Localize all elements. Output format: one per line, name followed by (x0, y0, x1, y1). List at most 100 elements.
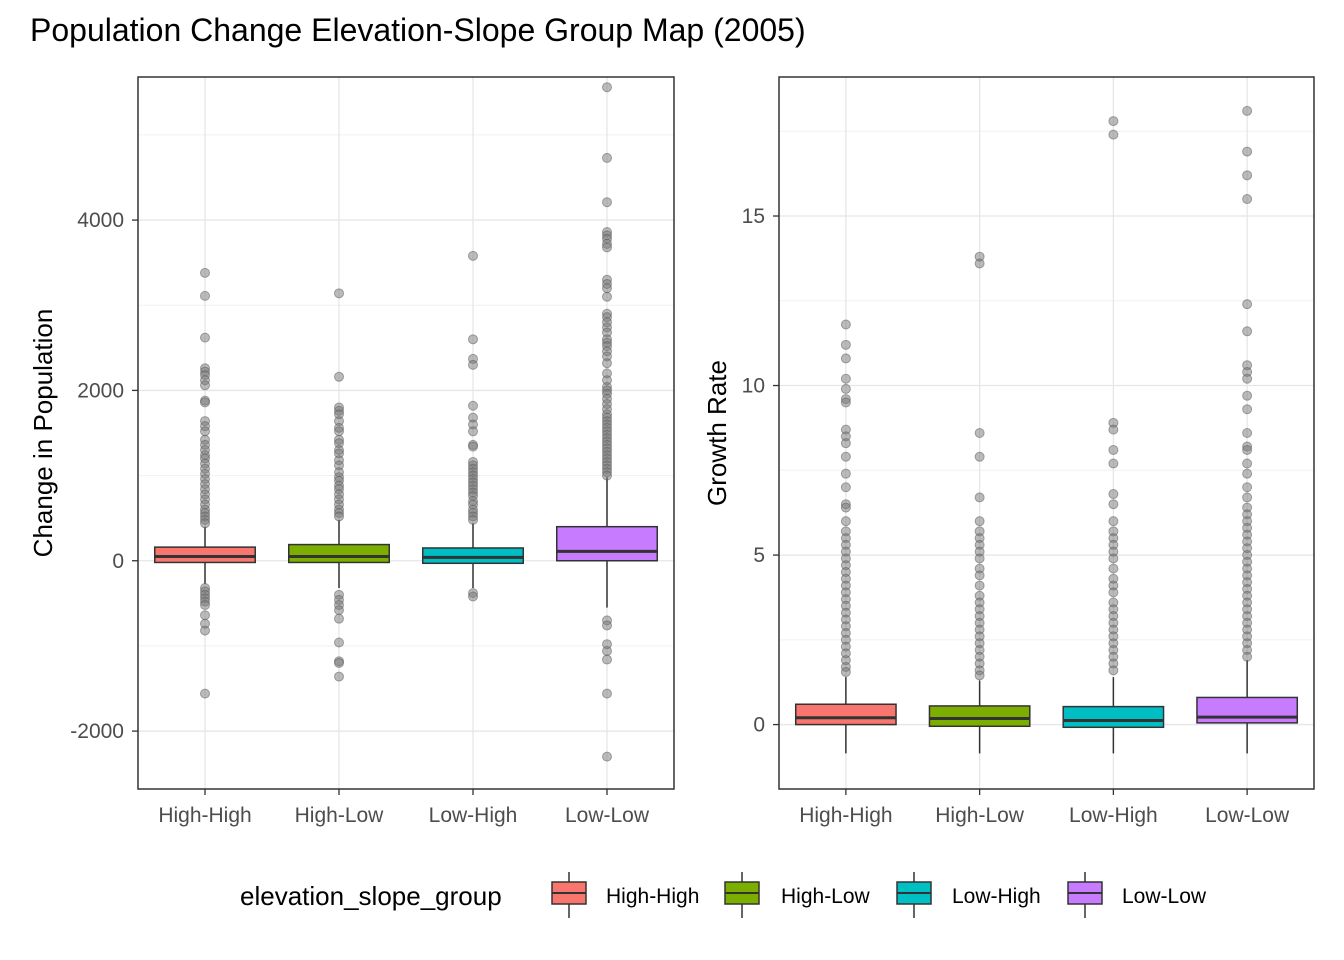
box-Low-High (1062, 116, 1165, 754)
outlier-point (840, 373, 851, 384)
outlier-point (1108, 489, 1119, 500)
box-High-High (794, 319, 897, 754)
outlier-point (1242, 482, 1253, 493)
x-tick-label: Low-High (1069, 804, 1158, 827)
x-tick-label: Low-Low (565, 804, 650, 827)
outlier-point (974, 451, 985, 462)
outlier-point (1242, 428, 1253, 438)
outlier-point (468, 400, 478, 411)
box-High-Low (928, 251, 1031, 754)
box-Low-Low (556, 82, 658, 762)
outlier-point (1242, 651, 1253, 662)
box-body (422, 547, 524, 565)
box-body (288, 543, 390, 564)
outlier-point (840, 397, 851, 408)
box-Low-High (422, 250, 524, 602)
outlier-point (200, 688, 210, 699)
outlier-point (334, 511, 344, 522)
outlier-point (200, 332, 210, 343)
outlier-point (334, 613, 344, 624)
outlier-point (200, 397, 210, 408)
legend-label: Low-Low (1122, 885, 1207, 908)
box-body (1062, 705, 1165, 729)
x-tick-label: High-Low (935, 804, 1025, 827)
x-tick-label: Low-Low (1205, 804, 1290, 827)
y-tick-label: 15 (742, 205, 765, 228)
outlier-point (1108, 587, 1119, 598)
outlier-point (840, 502, 851, 513)
box-High-High (154, 267, 256, 699)
outlier-point (1108, 553, 1119, 564)
legend-key-High-Low: High-Low (724, 872, 871, 918)
outlier-point (602, 283, 612, 294)
outlier-point (974, 580, 985, 591)
outlier-point (840, 451, 851, 462)
x-tick-label: High-High (158, 804, 251, 827)
x-tick-label: High-Low (295, 804, 385, 827)
outlier-point (840, 468, 851, 479)
outlier-point (1242, 444, 1253, 455)
outlier-point (200, 600, 210, 611)
outlier-point (602, 646, 612, 657)
outlier-point (602, 358, 612, 369)
outlier-point (468, 250, 478, 261)
x-tick-label: Low-High (429, 804, 518, 827)
outlier-point (974, 428, 985, 438)
outlier-point (602, 82, 612, 93)
outlier-point (840, 516, 851, 527)
outlier-point (974, 516, 985, 527)
legend-key-Low-High: Low-High (896, 872, 1041, 918)
legend-label: High-Low (781, 885, 871, 908)
box-Low-Low (1196, 105, 1299, 754)
outlier-point (974, 670, 985, 681)
legend-key-High-High: High-High (551, 872, 699, 918)
outlier-point (1242, 468, 1253, 479)
y-axis-title: Growth Rate (702, 360, 732, 506)
outlier-point (468, 441, 478, 452)
box-body (794, 703, 897, 726)
outlier-point (334, 671, 344, 682)
outlier-point (1108, 516, 1119, 527)
outlier-point (974, 553, 985, 564)
outlier-point (602, 620, 612, 631)
box-body (556, 525, 658, 562)
panel-border (778, 76, 1315, 790)
outlier-point (334, 657, 344, 668)
outlier-point (1242, 390, 1253, 401)
outlier-point (334, 288, 344, 299)
outlier-point (200, 625, 210, 636)
outlier-point (840, 438, 851, 449)
outlier-point (468, 334, 478, 345)
outlier-point (1242, 146, 1253, 157)
outlier-point (1242, 170, 1253, 181)
chart-panels: -2000 0 2000 4000 High-High High-Low Low-High L… (28, 76, 1315, 827)
legend-label: High-High (606, 885, 699, 908)
box-body (928, 705, 1031, 728)
panel-1: -2000 0 2000 4000 High-High High-Low Low-High L… (28, 76, 675, 827)
outlier-point (840, 667, 851, 678)
box-body (154, 546, 256, 564)
outlier-point (1108, 129, 1119, 140)
outlier-point (602, 242, 612, 253)
outlier-point (1242, 105, 1253, 116)
legend: elevation_slope_group High-High High-Low L… (240, 872, 1207, 918)
outlier-point (602, 688, 612, 699)
x-tick-label: High-High (799, 804, 892, 827)
y-tick-label: 10 (742, 375, 765, 398)
outlier-point (1242, 492, 1253, 503)
outlier-point (1242, 299, 1253, 310)
y-tick-label: 4000 (77, 209, 124, 232)
y-axis-title: Change in Population (28, 309, 58, 558)
outlier-point (1242, 458, 1253, 469)
y-tick-label: 0 (753, 714, 765, 737)
y-tick-label: 5 (753, 544, 765, 567)
outlier-point (200, 267, 210, 278)
outlier-point (602, 654, 612, 665)
outlier-point (1108, 116, 1119, 127)
outlier-point (468, 359, 478, 370)
outlier-point (1242, 194, 1253, 205)
outlier-point (334, 637, 344, 648)
outlier-point (334, 371, 344, 382)
outlier-point (334, 426, 344, 437)
outlier-point (1108, 563, 1119, 574)
